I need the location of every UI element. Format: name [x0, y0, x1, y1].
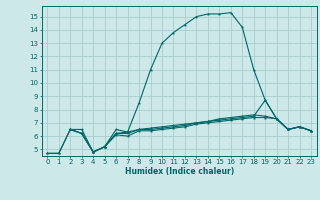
X-axis label: Humidex (Indice chaleur): Humidex (Indice chaleur) — [124, 167, 234, 176]
